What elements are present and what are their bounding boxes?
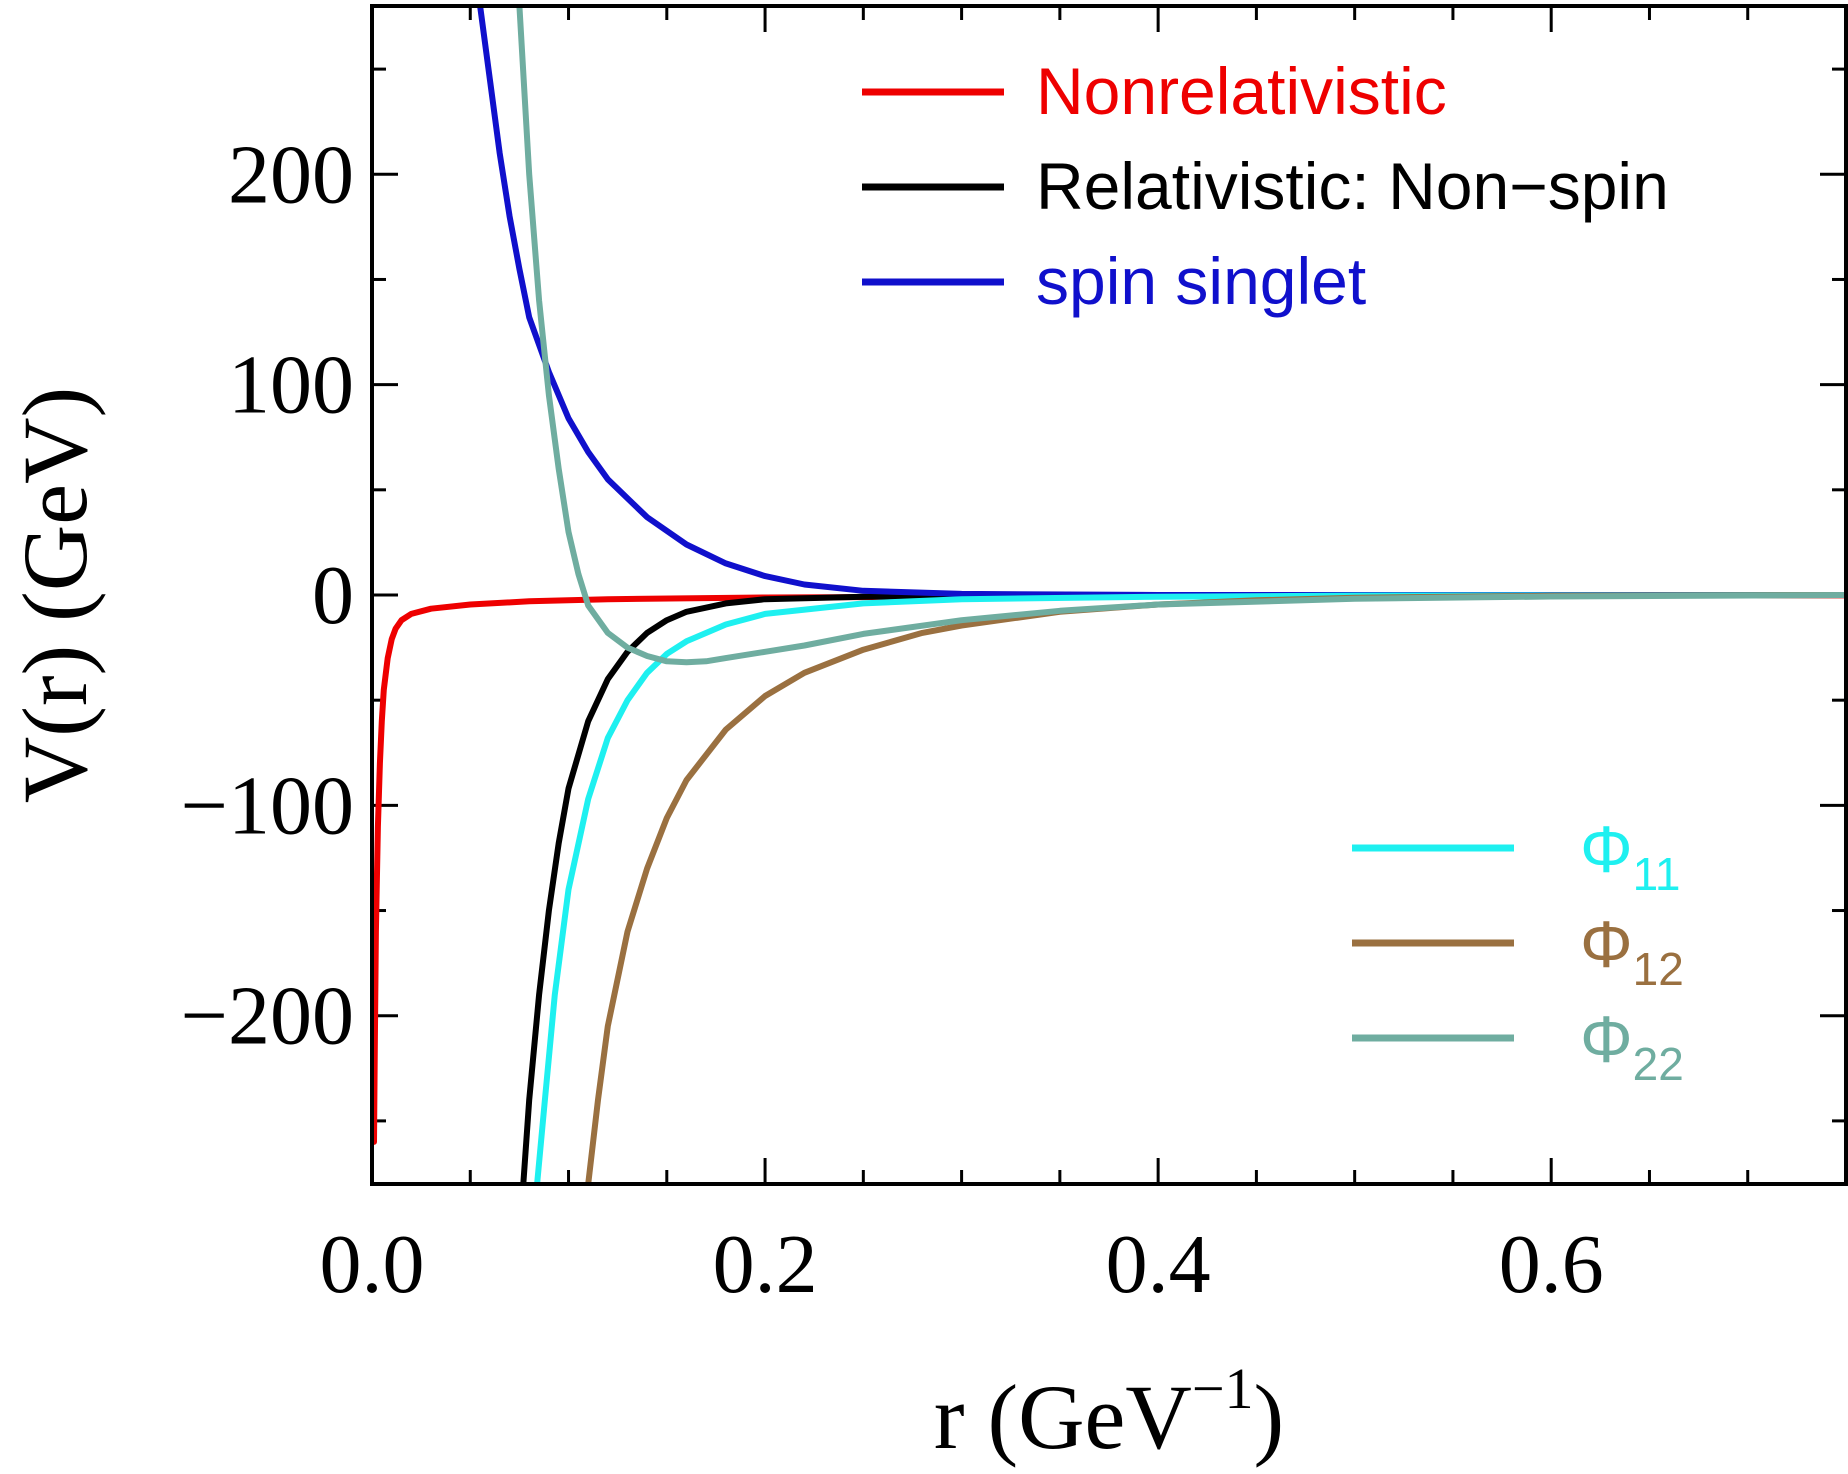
x-tick-label: 0.6 (1499, 1218, 1604, 1311)
legend-symbol-4: Φ (1580, 907, 1633, 981)
plot-curves (372, 6, 1846, 1184)
series-line-1 (520, 592, 1846, 1184)
legend-label-2: spin singlet (1036, 244, 1366, 318)
y-tick-label: 200 (228, 128, 354, 221)
legend-symbol-3: Φ (1580, 812, 1633, 886)
y-tick-label: 100 (228, 339, 354, 432)
x-axis-label-close: ) (1254, 1366, 1285, 1468)
legend-symbol-5: Φ (1580, 1002, 1633, 1076)
plot-frame (370, 4, 1848, 1186)
series-line-0 (372, 592, 1846, 1145)
x-tick-label: 0.2 (713, 1218, 818, 1311)
tick-labels: 0.0 0.2 0.4 0.6 200 100 0 −100 −200 (181, 128, 1604, 1311)
y-axis-label: V(r) (GeV) (4, 387, 106, 803)
y-tick-label: −100 (181, 759, 354, 852)
series-line-2 (477, 6, 1846, 598)
series-line-5 (516, 6, 1846, 666)
x-tick-label: 0.4 (1106, 1218, 1211, 1311)
series-line-3 (534, 592, 1846, 1184)
x-tick-label: 0.0 (320, 1218, 425, 1311)
legend-subscript-3: 11 (1633, 848, 1681, 900)
legend-label-4: Φ12 (1580, 907, 1684, 995)
y-tick-label: 0 (312, 549, 354, 642)
legend-subscript-4: 12 (1633, 943, 1684, 995)
legend-subscript-5: 22 (1633, 1038, 1684, 1090)
legend-label-0: Nonrelativistic (1036, 54, 1447, 128)
legend-label-3: Φ11 (1580, 812, 1680, 900)
x-axis-label-sup: −1 (1192, 1356, 1254, 1421)
legend-label-5: Φ22 (1580, 1002, 1684, 1090)
legend-top: Nonrelativistic Relativistic: Non−spin spi… (862, 54, 1669, 318)
y-tick-label: −200 (181, 970, 354, 1063)
legend-label-1: Relativistic: Non−spin (1036, 149, 1669, 223)
x-axis-label-base: r (GeV (934, 1366, 1192, 1468)
x-axis-label: r (GeV−1) (934, 1356, 1284, 1468)
